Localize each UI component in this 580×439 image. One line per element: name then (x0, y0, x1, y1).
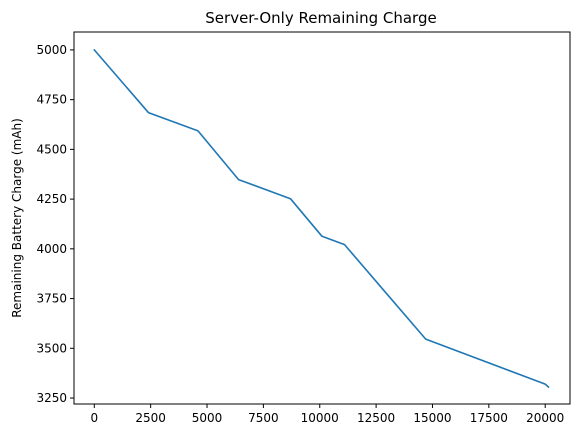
y-tick-label: 4250 (36, 192, 67, 206)
x-tick-label: 10000 (301, 411, 339, 425)
x-tick-label: 2500 (135, 411, 166, 425)
y-tick-label: 4750 (36, 93, 67, 107)
y-tick-label: 4500 (36, 142, 67, 156)
y-tick-label: 5000 (36, 43, 67, 57)
y-tick-label: 4000 (36, 242, 67, 256)
y-tick-label: 3500 (36, 341, 67, 355)
y-tick-label: 3750 (36, 292, 67, 306)
y-axis-title: Remaining Battery Charge (mAh) (10, 118, 24, 318)
x-tick-label: 5000 (192, 411, 223, 425)
series-line (93, 49, 550, 388)
y-tick-label: 3250 (36, 391, 67, 405)
x-tick-label: 12500 (357, 411, 395, 425)
x-tick-label: 20000 (526, 411, 564, 425)
chart-title: Server-Only Remaining Charge (205, 9, 436, 27)
x-tick-label: 7500 (248, 411, 279, 425)
x-tick-label: 17500 (470, 411, 508, 425)
plot-frame (73, 31, 571, 405)
x-tick-label: 15000 (413, 411, 451, 425)
x-tick-label: 0 (90, 411, 98, 425)
plot-area: 0 2500 5000 7500 10000 12500 15000 17500 20000 32… (36, 31, 571, 425)
